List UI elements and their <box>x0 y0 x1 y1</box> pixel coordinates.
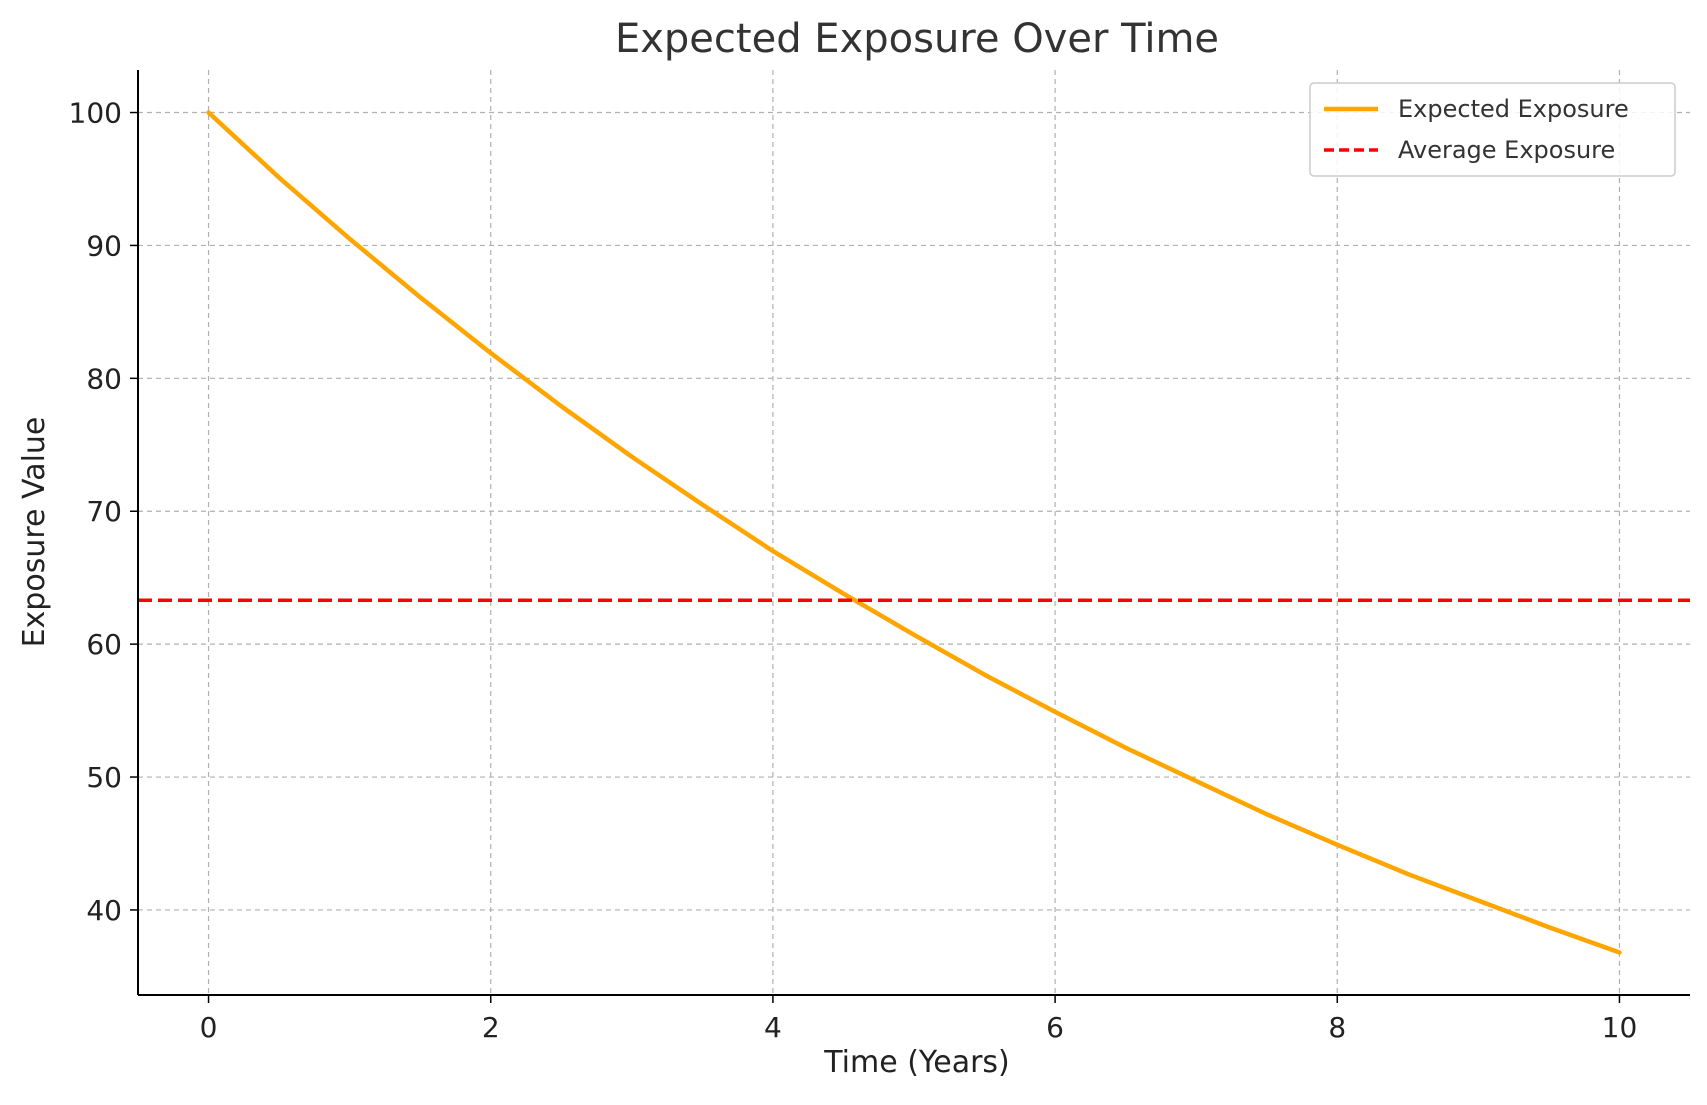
axes-layer <box>130 70 1690 1003</box>
y-tick-label: 100 <box>69 97 122 130</box>
legend: Expected Exposure Average Exposure <box>1309 82 1676 177</box>
legend-label: Expected Exposure <box>1398 95 1629 123</box>
y-tick-label: 80 <box>86 362 122 395</box>
tick-labels: 0 2 4 6 8 10 40 50 60 70 80 90 100 <box>69 97 1638 1044</box>
chart-title: Expected Exposure Over Time <box>615 16 1219 62</box>
x-axis-label: Time (Years) <box>823 1045 1010 1080</box>
x-tick-label: 6 <box>1046 1011 1064 1044</box>
x-tick-label: 8 <box>1328 1011 1346 1044</box>
legend-label: Average Exposure <box>1398 136 1615 164</box>
series-layer <box>138 110 1690 955</box>
y-tick-label: 70 <box>86 495 122 528</box>
x-tick-label: 4 <box>764 1011 782 1044</box>
y-axis-label: Exposure Value <box>17 417 52 648</box>
x-tick-label: 10 <box>1602 1011 1638 1044</box>
legend-box <box>1309 82 1676 177</box>
expected-exposure-line <box>206 110 1622 955</box>
y-tick-label: 50 <box>86 761 122 794</box>
y-tick-label: 90 <box>86 229 122 262</box>
x-tick-label: 2 <box>482 1011 500 1044</box>
y-tick-label: 40 <box>86 894 122 927</box>
y-tick-label: 60 <box>86 628 122 661</box>
x-tick-label: 0 <box>200 1011 218 1044</box>
grid-layer <box>138 70 1690 995</box>
